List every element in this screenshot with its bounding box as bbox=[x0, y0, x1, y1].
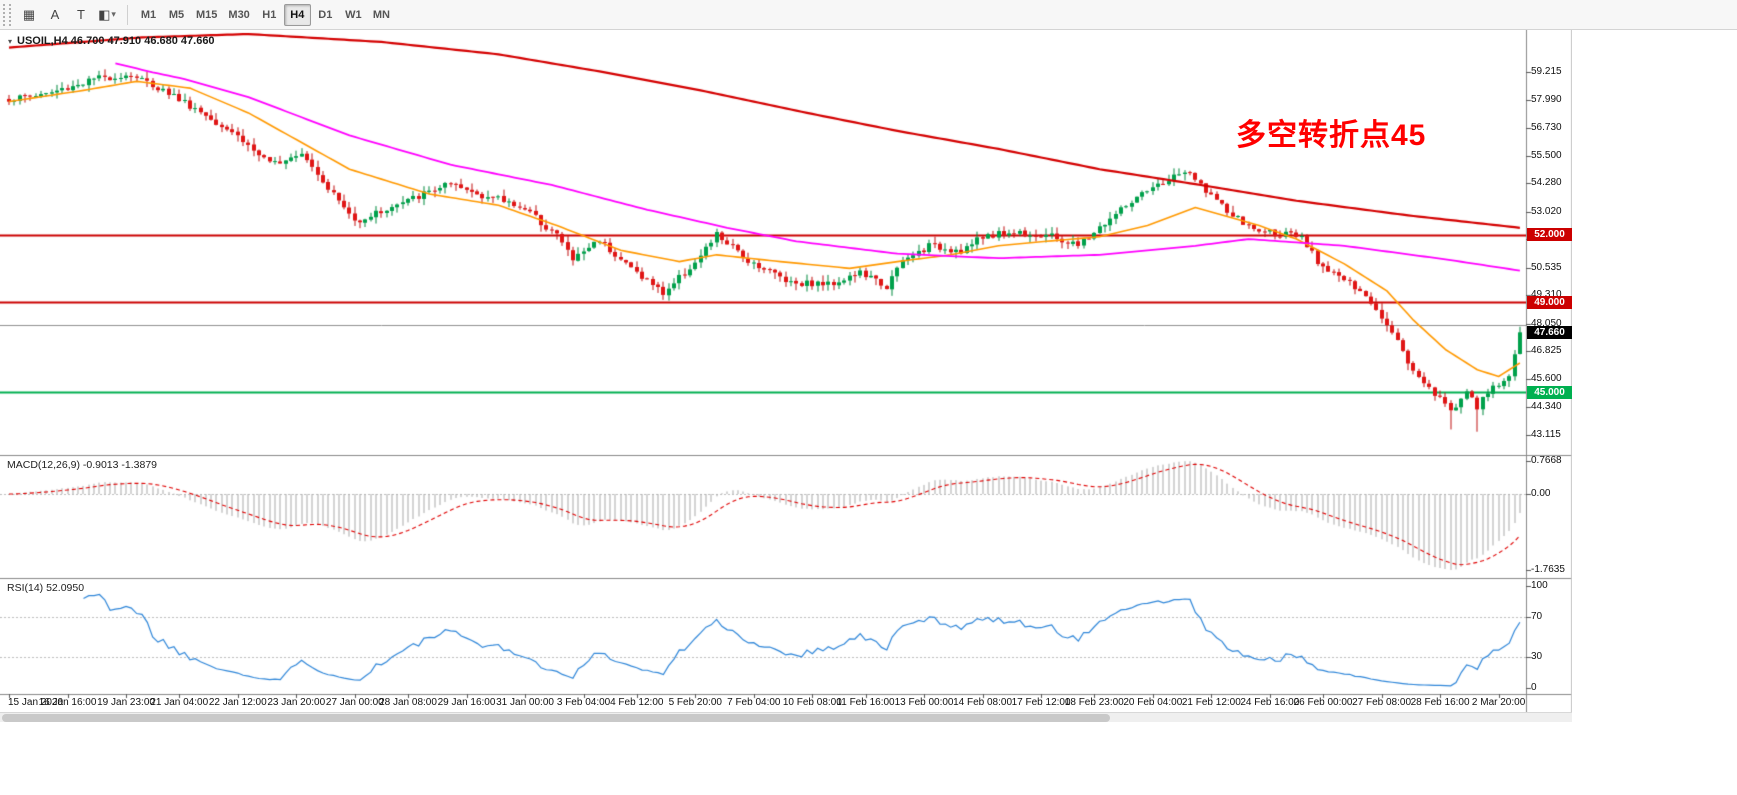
timeframe-button-h1[interactable]: H1 bbox=[256, 4, 283, 26]
timeframe-button-m15[interactable]: M15 bbox=[191, 4, 222, 26]
chart-title: ▾ USOIL,H4 46.700 47.910 46.680 47.660 bbox=[8, 35, 215, 47]
letter-a-icon: A bbox=[50, 7, 60, 22]
chart-grid-button[interactable]: ▦ bbox=[16, 3, 42, 27]
toolbar-drag-handle[interactable] bbox=[3, 3, 11, 26]
colors-button[interactable]: ◧ ▾ bbox=[94, 3, 120, 27]
text-tool-button[interactable]: T bbox=[68, 3, 94, 27]
timeframe-button-h4[interactable]: H4 bbox=[283, 3, 311, 26]
timeframe-button-mn[interactable]: MN bbox=[368, 4, 395, 26]
letter-t-icon: T bbox=[77, 7, 85, 22]
chart-title-text: USOIL,H4 46.700 47.910 46.680 47.660 bbox=[17, 35, 215, 47]
annotation-text: 多空转折点45 bbox=[1236, 119, 1427, 152]
timeframe-button-w1[interactable]: W1 bbox=[340, 4, 367, 26]
toolbar: ▦ A T ◧ ▾ M1 M5 M15 M30 H1 H4 D1 W1 MN bbox=[0, 0, 1737, 30]
timeframe-button-m5[interactable]: M5 bbox=[163, 4, 190, 26]
pane-divider-main-macd[interactable] bbox=[0, 453, 1572, 458]
chart-collapse-icon[interactable]: ▾ bbox=[8, 36, 13, 46]
palette-icon: ◧ bbox=[98, 6, 111, 22]
timeframe-group: M1 M5 M15 M30 H1 H4 D1 W1 MN bbox=[135, 3, 395, 26]
grid-icon: ▦ bbox=[22, 6, 36, 22]
caret-down-icon: ▾ bbox=[111, 9, 116, 19]
toolbar-separator bbox=[127, 4, 128, 25]
timeframe-button-m30[interactable]: M30 bbox=[223, 4, 254, 26]
rsi-indicator-label: RSI(14) 52.0950 bbox=[7, 582, 85, 594]
pane-divider-macd-rsi[interactable] bbox=[0, 576, 1572, 581]
scrollbar-thumb[interactable] bbox=[2, 714, 1110, 722]
timeframe-button-d1[interactable]: D1 bbox=[312, 4, 339, 26]
horizontal-scrollbar[interactable] bbox=[0, 712, 1572, 722]
cursor-tool-button[interactable]: A bbox=[42, 3, 68, 27]
timeframe-button-m1[interactable]: M1 bbox=[135, 4, 162, 26]
macd-indicator-label: MACD(12,26,9) -0.9013 -1.3879 bbox=[7, 459, 157, 471]
price-chart-canvas[interactable] bbox=[0, 30, 1572, 722]
